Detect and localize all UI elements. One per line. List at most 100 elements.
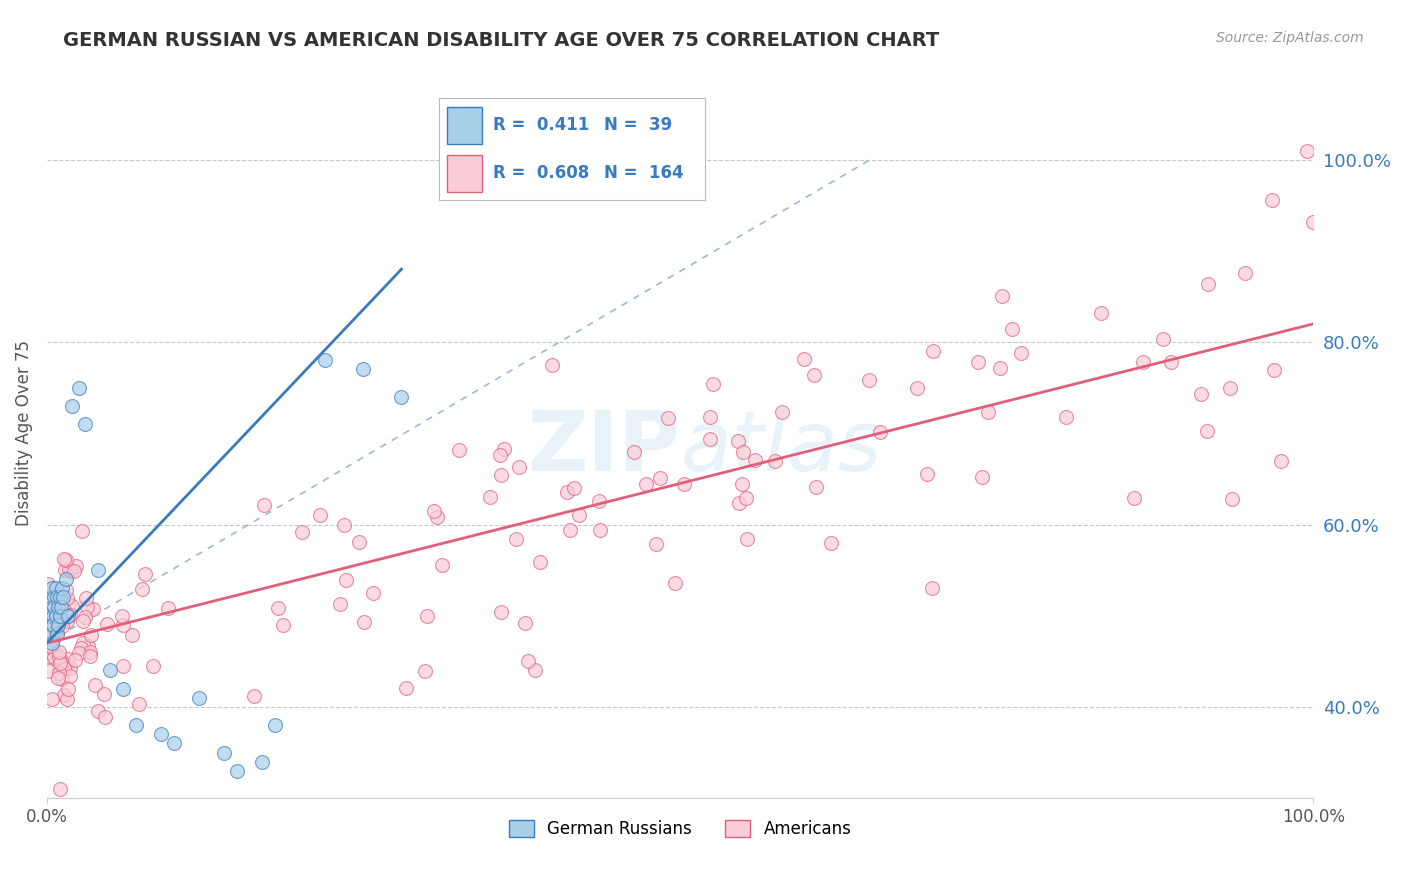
Point (131, 582, 153, 596)
Point (423, 504, 446, 518)
Point (699, 409, 721, 424)
Point (391, 390, 413, 404)
Point (142, 658, 165, 673)
Point (41, 618, 63, 632)
Point (59, 607, 82, 622)
Point (1160, 355, 1182, 369)
Point (664, 575, 686, 590)
Point (395, 681, 418, 695)
Point (263, 718, 285, 732)
Point (915, 467, 938, 482)
Point (523, 663, 546, 677)
Point (39, 639, 62, 653)
Point (37, 576, 59, 591)
Point (52, 688, 75, 702)
Point (416, 608, 439, 623)
Point (1233, 266, 1256, 280)
Point (86, 563, 108, 577)
Point (69, 640, 91, 655)
Point (672, 476, 695, 491)
Text: ZIP: ZIP (527, 408, 681, 489)
Point (51, 582, 73, 596)
Point (568, 508, 591, 523)
Point (727, 434, 749, 449)
Legend: German Russians, Americans: German Russians, Americans (502, 813, 858, 845)
Point (111, 659, 134, 673)
Point (1197, 424, 1219, 438)
Point (1152, 332, 1174, 346)
Point (48, 782, 70, 797)
Point (41, 691, 63, 706)
Point (1198, 277, 1220, 292)
Point (37, 630, 59, 644)
Point (67, 646, 90, 660)
Text: Source: ZipAtlas.com: Source: ZipAtlas.com (1216, 31, 1364, 45)
Point (46, 671, 69, 685)
Point (41, 636, 63, 650)
Point (413, 664, 436, 678)
Point (731, 477, 754, 491)
Point (75, 591, 97, 605)
Point (702, 377, 724, 392)
Point (315, 353, 337, 368)
Point (44, 599, 66, 614)
Point (555, 485, 578, 500)
Point (65, 653, 87, 667)
Point (353, 615, 375, 629)
Point (650, 471, 672, 485)
Point (46, 626, 69, 640)
Point (333, 518, 356, 533)
Point (335, 574, 357, 588)
Point (44, 591, 66, 605)
Point (921, 581, 943, 595)
Point (489, 468, 512, 483)
Point (60, 399, 83, 413)
Point (83, 678, 105, 692)
Point (212, 746, 235, 760)
Point (187, 690, 209, 705)
Point (266, 601, 288, 615)
Point (134, 567, 156, 582)
Point (529, 555, 551, 569)
Point (58, 608, 80, 623)
Point (820, 536, 842, 550)
Point (253, 498, 276, 512)
Point (1123, 491, 1146, 505)
Point (225, 764, 247, 778)
Point (560, 523, 582, 537)
Point (250, 755, 273, 769)
Point (59, 661, 82, 675)
Point (804, 480, 827, 494)
Point (82, 602, 104, 616)
Point (48, 659, 70, 673)
Point (727, 496, 749, 510)
Point (699, 433, 721, 447)
Point (349, 535, 371, 549)
Point (56, 591, 79, 606)
Point (1261, 193, 1284, 207)
Point (1219, 381, 1241, 395)
Point (53, 563, 76, 577)
Point (48, 649, 70, 664)
Point (38, 595, 60, 609)
Point (48, 591, 70, 605)
Point (58, 562, 80, 576)
Point (922, 344, 945, 359)
Point (72, 614, 94, 628)
Point (489, 448, 512, 462)
Point (657, 411, 679, 425)
Point (763, 454, 786, 468)
Point (1001, 322, 1024, 336)
Point (58, 597, 80, 611)
Point (1090, 306, 1112, 320)
Point (72, 636, 94, 650)
Point (309, 508, 332, 522)
Point (128, 697, 150, 711)
Point (111, 617, 134, 632)
Point (162, 736, 184, 750)
Point (111, 681, 134, 696)
Point (45, 582, 67, 596)
Point (56, 614, 79, 628)
Point (793, 351, 815, 366)
Point (44, 649, 66, 664)
